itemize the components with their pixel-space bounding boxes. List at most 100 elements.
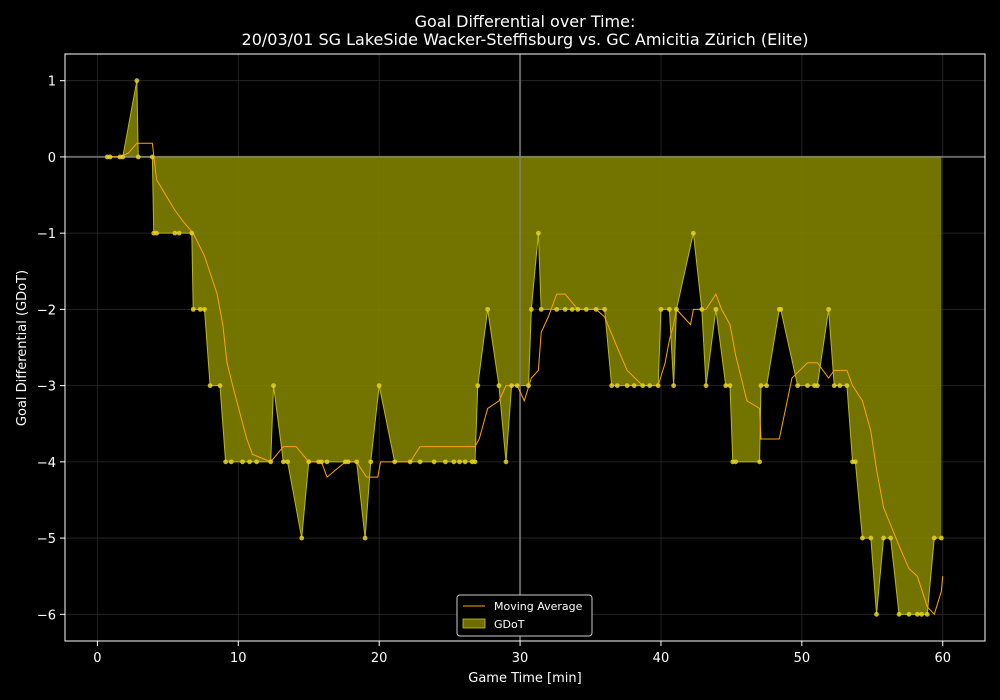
- gdot-point: [868, 535, 874, 541]
- gdot-point: [931, 535, 937, 541]
- x-axis-ticks: 0 10 20 30 40 50 60: [93, 641, 951, 666]
- gdot-point: [207, 383, 213, 389]
- gdot-point: [526, 383, 531, 389]
- gdot-point: [247, 459, 252, 465]
- gdot-point: [805, 383, 810, 389]
- legend-gdot-label: GDoT: [494, 618, 525, 631]
- gdot-point: [509, 383, 515, 389]
- gdot-point: [457, 459, 462, 465]
- gdot-point: [462, 459, 468, 465]
- gdot-point: [345, 459, 351, 465]
- gdot-point: [844, 383, 850, 389]
- gdot-point: [528, 306, 534, 312]
- gdot-point: [407, 459, 413, 465]
- gdot-point: [699, 306, 705, 312]
- legend-box: [456, 594, 593, 637]
- gdot-point: [703, 383, 709, 389]
- x-tick-label: 50: [794, 651, 811, 666]
- gdot-point: [690, 230, 696, 236]
- legend: Moving Average GDoT: [456, 594, 593, 637]
- gdot-point: [496, 383, 502, 389]
- gdot-point: [914, 611, 920, 617]
- legend-moving-average-label: Moving Average: [494, 600, 583, 613]
- gdot-point: [431, 459, 437, 465]
- gdot-point: [254, 459, 260, 465]
- gdot-point: [919, 611, 925, 617]
- reference-lines: [65, 54, 985, 641]
- gdot-point: [154, 230, 159, 236]
- gdot-point: [376, 383, 382, 389]
- gdot-point: [472, 459, 478, 465]
- gdot-point: [299, 535, 305, 541]
- gdot-point: [609, 383, 615, 389]
- gdot-point: [324, 459, 330, 465]
- gdot-point: [938, 535, 944, 541]
- x-tick-label: 30: [512, 651, 529, 666]
- gdot-point: [583, 306, 589, 312]
- gdot-point: [795, 383, 801, 389]
- gdot-point: [228, 459, 234, 465]
- gdot-point: [554, 306, 560, 312]
- gdot-point: [758, 383, 764, 389]
- y-tick-label: −4: [37, 456, 56, 471]
- gdot-point: [602, 306, 608, 312]
- gdot-point: [149, 154, 155, 160]
- x-tick-label: 10: [230, 651, 247, 666]
- y-axis-ticks: 1 0 −1 −2 −3 −4 −5 −6: [37, 75, 65, 623]
- x-tick-label: 60: [934, 651, 951, 666]
- gdot-point: [826, 306, 832, 312]
- gdot-point: [764, 383, 770, 389]
- gdot-point: [475, 383, 481, 389]
- gdot-point: [240, 459, 245, 465]
- gdot-point: [888, 535, 894, 541]
- y-tick-label: −1: [37, 227, 56, 242]
- gdot-point: [655, 383, 661, 389]
- gdot-point: [647, 383, 653, 389]
- x-axis-label: Game Time [min]: [468, 671, 581, 686]
- plot-frame: [64, 53, 986, 642]
- gdot-point: [285, 459, 291, 465]
- gdot-point: [271, 383, 276, 389]
- y-tick-label: 1: [48, 75, 56, 90]
- gdot-point: [134, 78, 140, 84]
- gdot-point: [189, 230, 195, 236]
- gdot-point: [354, 459, 360, 465]
- gdot-point: [723, 383, 729, 389]
- y-tick-label: 0: [48, 151, 56, 166]
- gdot-point: [593, 306, 599, 312]
- gdot-point: [107, 154, 113, 160]
- gdot-point: [268, 459, 274, 465]
- chart-title-line-1: Goal Differential over Time:: [415, 12, 636, 31]
- gdot-point: [640, 383, 646, 389]
- gdot-point: [503, 459, 509, 465]
- x-tick-label: 0: [93, 651, 101, 666]
- gdot-point: [172, 230, 178, 236]
- gdot-point: [881, 535, 886, 541]
- gdot-point: [442, 459, 448, 465]
- gdot-point: [535, 230, 541, 236]
- gdot-point: [562, 306, 568, 312]
- gdot-point: [852, 459, 858, 465]
- y-axis-label: Goal Differential (GDoT): [15, 270, 30, 426]
- gdot-point: [906, 611, 912, 617]
- gdot-point: [831, 383, 837, 389]
- gdot-point: [217, 383, 223, 389]
- gdot-point: [451, 459, 457, 465]
- gdot-point: [202, 306, 207, 312]
- gdot-point: [757, 459, 762, 465]
- gdot-fill: [107, 80, 942, 615]
- gdot-point: [392, 459, 398, 465]
- y-tick-label: −5: [37, 532, 56, 547]
- moving-average-line: [107, 142, 944, 616]
- gdot-point: [631, 383, 637, 389]
- chart-title-line-2: 20/03/01 SG LakeSide Wacker-Steffisburg …: [242, 30, 809, 49]
- gdot-point: [120, 154, 126, 160]
- gdot-markers: [104, 78, 944, 617]
- gdot-point: [197, 306, 203, 312]
- gdot-point: [778, 306, 784, 312]
- y-tick-label: −6: [37, 608, 56, 623]
- gdot-point: [874, 611, 879, 617]
- gdot-point: [713, 306, 719, 312]
